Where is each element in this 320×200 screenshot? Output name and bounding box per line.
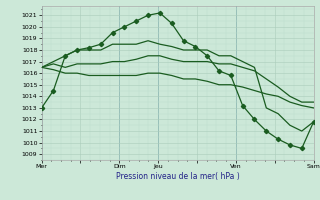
X-axis label: Pression niveau de la mer( hPa ): Pression niveau de la mer( hPa )	[116, 172, 239, 181]
